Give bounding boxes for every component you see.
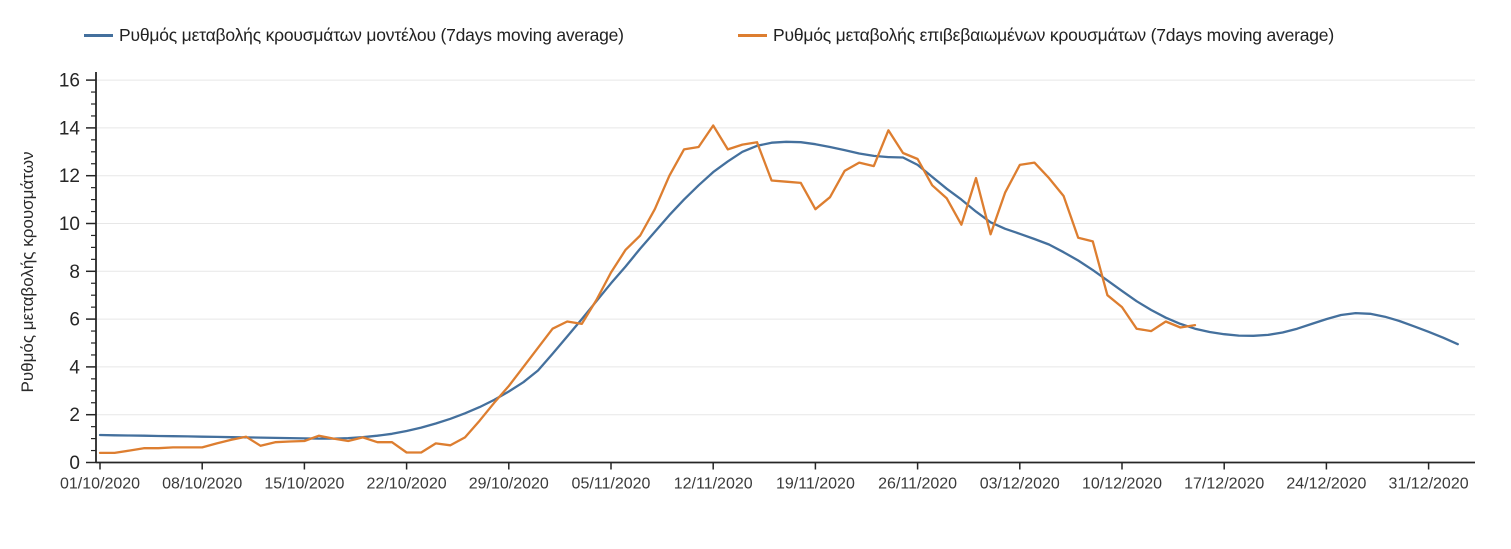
x-tick-label: 01/10/2020: [60, 476, 140, 493]
x-tick-label: 17/12/2020: [1184, 476, 1264, 493]
legend-item-model[interactable]: Ρυθμός μεταβολής κρουσμάτων μοντέλου (7d…: [84, 24, 624, 46]
x-tick-label: 15/10/2020: [264, 476, 344, 493]
x-tick-label: 12/11/2020: [674, 476, 753, 493]
legend-label-model: Ρυθμός μεταβολής κρουσμάτων μοντέλου (7d…: [119, 24, 624, 45]
x-tick-label: 31/12/2020: [1389, 476, 1469, 493]
x-tick-label: 19/11/2020: [776, 476, 855, 493]
x-tick-label: 10/12/2020: [1082, 476, 1162, 493]
y-tick-label: 14: [59, 118, 81, 139]
y-tick-label: 8: [69, 262, 80, 283]
legend-line-model-icon: [84, 33, 113, 37]
x-tick-label: 03/12/2020: [980, 476, 1060, 493]
y-tick-label: 0: [69, 453, 80, 474]
x-tick-label: 26/11/2020: [878, 476, 957, 493]
y-tick-label: 16: [59, 71, 80, 92]
x-tick-label: 22/10/2020: [367, 476, 447, 493]
y-tick-label: 2: [69, 405, 80, 426]
y-tick-label: 12: [59, 166, 80, 187]
x-tick-label: 08/10/2020: [162, 476, 242, 493]
legend-label-confirmed: Ρυθμός μεταβολής επιβεβαιωμένων κρουσμάτ…: [773, 24, 1334, 45]
y-tick-label: 4: [69, 357, 80, 378]
y-tick-label: 10: [59, 214, 80, 235]
series-line-model: [98, 140, 1459, 440]
x-tick-label: 24/12/2020: [1286, 476, 1366, 493]
x-tick-label: 29/10/2020: [469, 476, 549, 493]
x-tick-label: 05/11/2020: [572, 476, 651, 493]
y-tick-label: 6: [69, 310, 80, 331]
legend-item-confirmed[interactable]: Ρυθμός μεταβολής επιβεβαιωμένων κρουσμάτ…: [738, 24, 1334, 46]
legend-line-confirmed-icon: [738, 33, 767, 37]
series-line-confirmed: [98, 124, 1197, 455]
